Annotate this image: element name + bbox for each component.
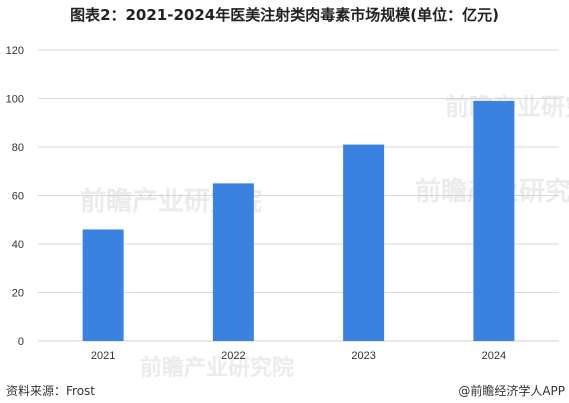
gridlines xyxy=(38,49,559,342)
brand-credit: @前瞻经济学人APP xyxy=(458,384,565,398)
chart-title: 图表2：2021-2024年医美注射类肉毒素市场规模(单位：亿元) xyxy=(70,6,499,24)
x-axis-ticks: 2021 2022 2023 2024 xyxy=(91,350,506,362)
bar-2024 xyxy=(473,100,515,341)
y-tick-label: 60 xyxy=(12,191,24,203)
bar-2021 xyxy=(82,229,124,341)
source-note: 资料来源：Frost xyxy=(6,384,95,398)
y-axis-ticks: 0 20 40 60 80 100 120 xyxy=(6,45,24,348)
y-tick-label: 40 xyxy=(12,239,24,251)
y-tick-label: 100 xyxy=(6,94,24,106)
bar-2022 xyxy=(212,183,254,341)
x-tick-label: 2023 xyxy=(351,350,375,362)
bar-2023 xyxy=(343,144,385,341)
watermark: 前瞻产业研究院 xyxy=(140,355,294,380)
footer: 资料来源：Frost @前瞻经济学人APP xyxy=(0,379,569,399)
x-tick-label: 2022 xyxy=(221,350,245,362)
x-tick-label: 2024 xyxy=(482,350,506,362)
y-tick-label: 0 xyxy=(18,336,24,348)
y-tick-label: 20 xyxy=(12,288,24,300)
y-tick-label: 120 xyxy=(6,45,24,57)
bars xyxy=(82,100,515,341)
y-tick-label: 80 xyxy=(12,142,24,154)
x-tick-label: 2021 xyxy=(91,350,115,362)
